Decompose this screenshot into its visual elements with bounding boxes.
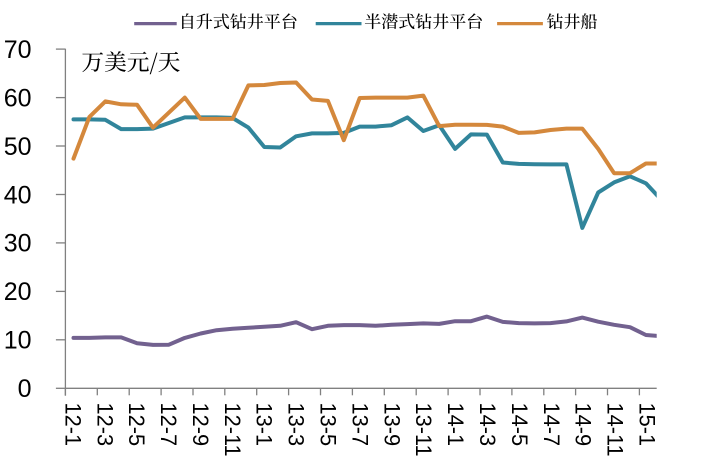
svg-text:40: 40 — [4, 181, 32, 209]
svg-text:14-5: 14-5 — [507, 403, 532, 447]
svg-text:14-7: 14-7 — [539, 403, 564, 447]
svg-text:12-1: 12-1 — [60, 403, 85, 447]
svg-text:13-3: 13-3 — [284, 403, 309, 447]
svg-text:12-9: 12-9 — [188, 403, 213, 447]
svg-text:14-9: 14-9 — [571, 403, 596, 447]
svg-text:14-3: 14-3 — [475, 403, 500, 447]
svg-text:0: 0 — [18, 375, 32, 403]
svg-text:13-11: 13-11 — [411, 403, 436, 457]
svg-text:20: 20 — [4, 278, 32, 306]
svg-text:13-7: 13-7 — [347, 403, 372, 447]
svg-text:60: 60 — [4, 84, 32, 112]
svg-text:14-1: 14-1 — [443, 403, 468, 447]
svg-text:70: 70 — [4, 36, 32, 64]
svg-text:10: 10 — [4, 327, 32, 355]
svg-text:14-11: 14-11 — [603, 403, 628, 457]
svg-text:12-5: 12-5 — [124, 403, 149, 447]
svg-text:50: 50 — [4, 133, 32, 161]
svg-text:13-9: 13-9 — [379, 403, 404, 447]
svg-text:12-3: 12-3 — [92, 403, 117, 447]
svg-text:15-1: 15-1 — [634, 403, 659, 447]
svg-text:12-11: 12-11 — [220, 403, 245, 457]
svg-text:12-7: 12-7 — [156, 403, 181, 447]
svg-text:13-1: 13-1 — [252, 403, 277, 447]
svg-text:30: 30 — [4, 230, 32, 258]
svg-text:13-5: 13-5 — [316, 403, 341, 447]
